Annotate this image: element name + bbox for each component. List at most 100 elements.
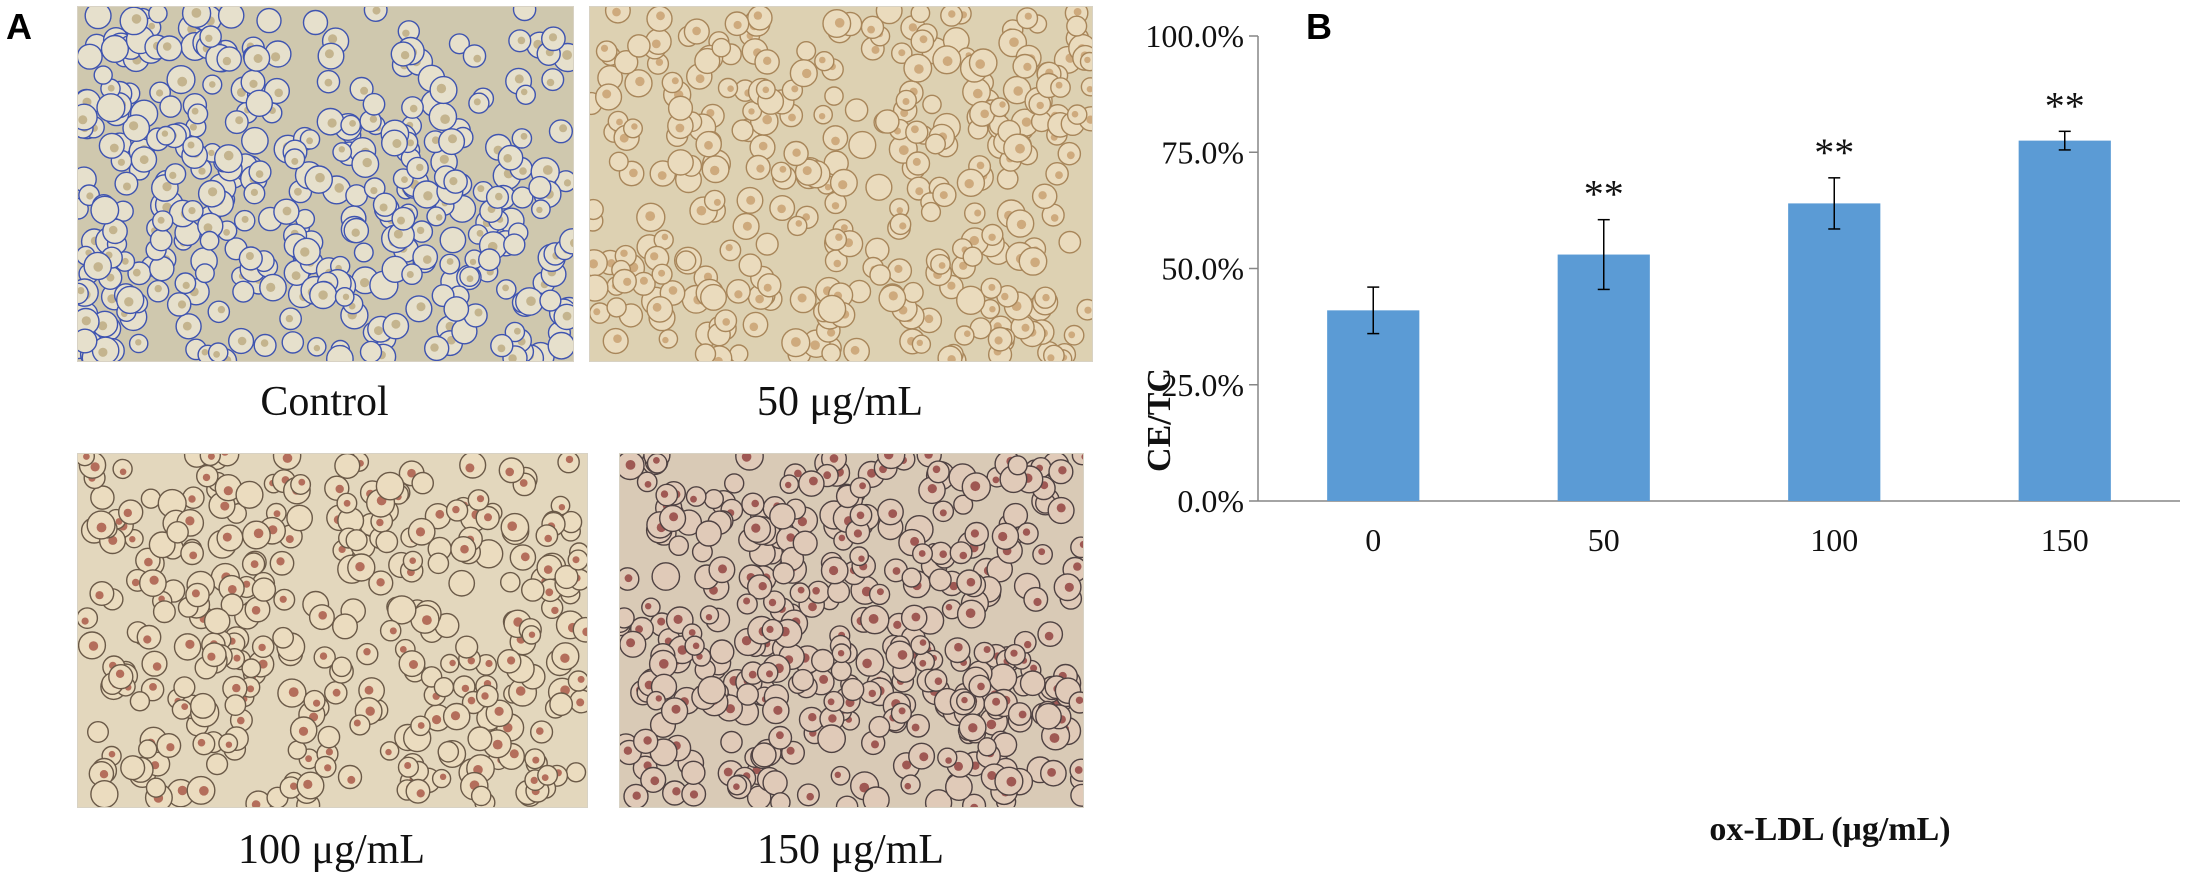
cell (848, 130, 877, 160)
cell-stain (473, 54, 482, 63)
cell-stain (751, 499, 759, 508)
cell-stain (181, 703, 189, 710)
cell-stain (762, 114, 772, 125)
cell (149, 228, 173, 252)
cell-stain (977, 682, 985, 691)
cell-stain (182, 321, 192, 331)
cells-pattern (78, 7, 573, 361)
cell-stain (205, 34, 213, 42)
cell (203, 607, 231, 635)
cell-stain (829, 565, 839, 576)
cell-stain (431, 136, 440, 144)
cell-stain (546, 78, 555, 87)
cell-stain (992, 476, 1000, 484)
cell-stain (635, 76, 645, 87)
cell-stain (187, 141, 195, 149)
cell (703, 488, 724, 510)
cell-stain (572, 556, 580, 564)
cell-stain (753, 11, 763, 20)
cell (973, 641, 996, 664)
cell-stain (177, 300, 187, 309)
cell-stain (202, 473, 211, 482)
cell-stain (577, 675, 585, 683)
cell-stain (372, 7, 381, 15)
cell-stain (733, 20, 742, 30)
cell-stain (986, 719, 997, 730)
cell-stain (369, 115, 378, 123)
cell (251, 577, 277, 602)
cell-stain (828, 714, 837, 723)
cell-stain (139, 155, 149, 165)
cell-stain (819, 56, 826, 64)
cell-stain (300, 247, 310, 257)
cell-stain (688, 629, 696, 636)
cell-stain (992, 697, 1001, 706)
cell-stain (497, 344, 506, 353)
cell (1007, 455, 1028, 476)
cell-stain (208, 149, 215, 157)
cell-stain (797, 293, 807, 303)
cell-stain (850, 345, 860, 355)
cell-stain (276, 557, 285, 566)
cell (920, 201, 942, 223)
cell-stain (970, 481, 981, 492)
cell-stain (161, 130, 169, 137)
cell (1070, 536, 1083, 559)
cell-stain (423, 191, 433, 201)
cell (770, 792, 791, 807)
cell-stain (349, 120, 356, 127)
cell-stain (763, 56, 772, 65)
cell-stain (1064, 582, 1074, 592)
cell-stain (911, 125, 919, 134)
cell (875, 7, 903, 25)
cell-stain (188, 495, 196, 503)
cell-stain (884, 454, 894, 460)
cell-stain (514, 327, 521, 335)
cell-stain (343, 499, 351, 507)
cell-stain (144, 557, 153, 567)
cell-stain (477, 185, 485, 193)
cell-stain (623, 746, 633, 755)
cell-stain (449, 659, 456, 667)
cell-stain (919, 35, 928, 44)
cell-stain (582, 627, 587, 637)
cell-stain (908, 23, 918, 32)
cell-stain (945, 603, 953, 611)
cell-stain (515, 686, 526, 696)
cell-stain (117, 158, 125, 166)
cell-stain (189, 123, 197, 131)
cell-stain (563, 179, 572, 187)
cell-stain (474, 308, 483, 317)
cell-stain (440, 114, 450, 124)
cell-stain (623, 277, 632, 286)
cell-stain (1021, 323, 1030, 332)
cell-stain (185, 639, 195, 649)
cell (256, 7, 282, 34)
cell (353, 242, 374, 263)
cell-stain (959, 261, 968, 270)
cell (557, 454, 580, 474)
cell (595, 40, 618, 63)
cell-stain (507, 656, 516, 665)
cell-stain (741, 454, 752, 462)
cell-stain (222, 532, 232, 542)
cell-stain (407, 468, 416, 478)
cell-stain (532, 756, 540, 764)
cell (668, 535, 689, 556)
cell (1066, 15, 1088, 37)
cell (868, 715, 891, 738)
cell-stain (503, 154, 512, 163)
cell-stain (714, 356, 723, 361)
cell-stain (624, 574, 633, 583)
cell-stain (713, 198, 721, 206)
micrograph-150 (619, 453, 1084, 808)
cell (1019, 670, 1046, 697)
cell (844, 98, 869, 122)
cell-stain (379, 203, 388, 212)
cell (791, 668, 815, 692)
cell-stain (751, 523, 761, 533)
cell (437, 740, 460, 763)
cell-stain (758, 582, 767, 591)
significance-label: ** (1584, 172, 1624, 217)
cell-stain (1073, 8, 1082, 16)
